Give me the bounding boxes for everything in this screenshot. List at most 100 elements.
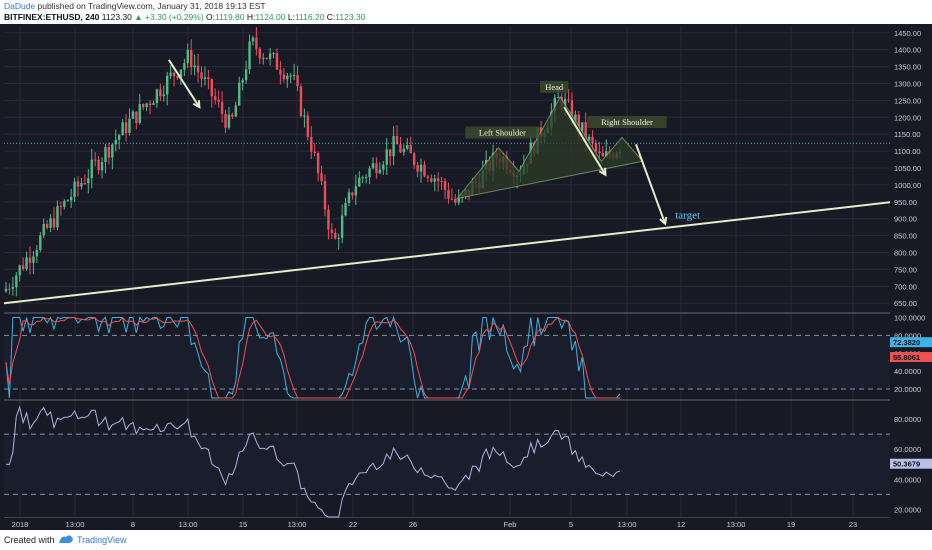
candle-body (557, 97, 560, 99)
candle-body (80, 183, 83, 187)
candle-body (169, 72, 172, 76)
right-shoulder-label: Right Shoulder (601, 117, 653, 127)
candle-body (388, 149, 392, 157)
stoch-band-fill (4, 335, 890, 390)
price-tick-label: 700.00 (894, 282, 917, 291)
high-label: H: (246, 12, 256, 22)
candle-body (436, 178, 440, 182)
price-tick-label: 1000.00 (894, 181, 921, 190)
candle-body (382, 164, 385, 170)
rsi-band-fill (4, 434, 890, 495)
time-tick-label: 26 (409, 520, 417, 529)
candle-body (371, 163, 375, 169)
candle-body (217, 99, 220, 102)
price-tick-label: 1400.00 (894, 46, 921, 55)
candle-body (340, 215, 344, 238)
candle-body (605, 151, 608, 157)
candle-body (100, 161, 104, 171)
price-tick-label: 800.00 (894, 249, 917, 258)
candle-body (316, 153, 320, 173)
candle-body (193, 65, 196, 68)
rsi-tick-label: 80.0000 (894, 415, 921, 424)
candle-body (49, 218, 52, 228)
candle-body (268, 53, 272, 60)
footer-bar: Created with TradingView (0, 530, 932, 550)
candle-body (419, 164, 423, 172)
candle-body (117, 135, 121, 140)
candle-body (42, 223, 45, 236)
symbol-label: BITFINEX:ETHUSD, 240 (4, 12, 100, 22)
rsi-line (5, 405, 621, 518)
candle-body (107, 147, 111, 158)
candle-body (56, 206, 59, 228)
head-down-arrow-head (598, 167, 607, 177)
candle-body (299, 86, 303, 117)
price-tick-label: 1250.00 (894, 96, 921, 105)
tradingview-brand[interactable]: TradingView (77, 535, 127, 545)
low-label: L: (287, 12, 295, 22)
candle-body (574, 114, 577, 122)
candle-body (594, 143, 598, 152)
candle-body (210, 79, 213, 97)
close-value: 1123.30 (335, 12, 366, 22)
price-tick-label: 1200.00 (894, 113, 921, 122)
candle-body (430, 178, 433, 182)
up-arrow-icon: ▲ (134, 12, 143, 22)
candle-body (409, 145, 412, 154)
candle-body (591, 136, 594, 144)
price-tick-label: 650.00 (894, 299, 917, 308)
candle-body (570, 100, 574, 122)
candle-body (200, 72, 203, 80)
candle-body (32, 256, 35, 263)
candle-body (440, 181, 443, 183)
downtrend-arrow-head (192, 100, 201, 109)
stoch-tick-label: 20.0000 (894, 385, 921, 394)
tradingview-logo-icon[interactable] (58, 533, 74, 545)
last-price: 1123.30 (101, 12, 132, 22)
candle-body (358, 177, 361, 187)
stoch-k-badge: 72.3820 (893, 338, 920, 347)
candle-body (224, 113, 227, 128)
candle-body (66, 200, 69, 202)
rsi-badge-bg (890, 458, 932, 469)
candle-body (227, 114, 231, 128)
candle-body (83, 183, 87, 185)
candle-body (159, 89, 162, 97)
candle-body (289, 75, 292, 77)
candle-body (90, 159, 93, 179)
candle-body (176, 76, 179, 78)
candle-body (553, 97, 556, 112)
target-arrow-head (659, 216, 668, 226)
candle-body (128, 118, 131, 134)
candle-body (306, 115, 310, 138)
candle-body (334, 232, 337, 239)
candle-body (248, 41, 251, 70)
candle-body (330, 229, 334, 233)
candle-body (601, 153, 605, 157)
price-tick-label: 1450.00 (894, 29, 921, 38)
candle-body (347, 192, 351, 204)
candle-body (587, 136, 591, 141)
target-arrow (635, 143, 667, 225)
candle-body (361, 177, 364, 179)
author-link[interactable]: DaDude (4, 1, 36, 11)
candle-body (166, 75, 169, 95)
time-tick-label: 13:00 (66, 520, 85, 529)
candle-body (310, 137, 313, 152)
candle-body (286, 75, 289, 80)
price-tick-label: 1050.00 (894, 164, 921, 173)
axis-bg (890, 26, 932, 517)
price-tick-label: 750.00 (894, 265, 917, 274)
candle-body (220, 101, 224, 114)
close-label: C: (326, 12, 336, 22)
candle-body (172, 72, 176, 77)
publish-line: DaDude published on TradingView.com, Jan… (4, 1, 266, 11)
high-value: 1124.00 (255, 12, 286, 22)
pattern-polygon (455, 96, 644, 200)
candle-body (145, 103, 148, 108)
candle-body (275, 53, 279, 70)
candle-body (63, 200, 66, 207)
candle-body (447, 189, 450, 199)
candle-body (598, 151, 601, 154)
chart-canvas[interactable]: 1450.00 1400.00 1350.00 1300.00 1250.00 1200.… (0, 24, 932, 530)
